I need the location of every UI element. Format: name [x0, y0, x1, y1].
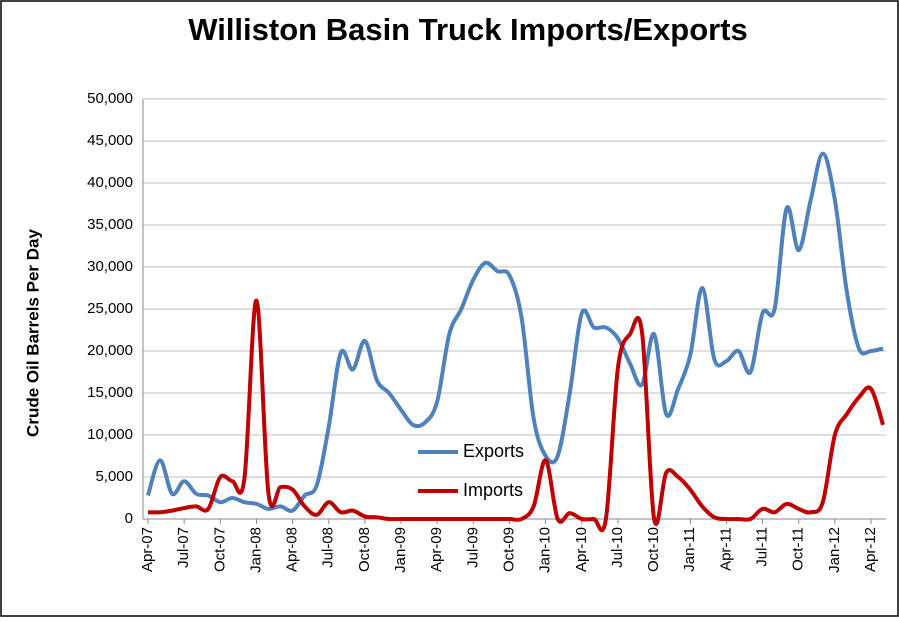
y-tick-label: 50,000	[87, 90, 133, 107]
x-tick-label: Apr-07	[139, 527, 156, 572]
x-tick-label: Jul-09	[464, 527, 481, 568]
y-tick-label: 45,000	[87, 132, 133, 149]
x-tick-label: Oct-08	[356, 527, 373, 572]
y-tick-label: 20,000	[87, 342, 133, 359]
y-tick-label: 30,000	[87, 258, 133, 275]
x-tick-label: Jan-12	[826, 527, 843, 573]
y-tick-label: 25,000	[87, 300, 133, 317]
x-tick-label: Jul-10	[609, 527, 626, 568]
y-tick-label: 10,000	[87, 426, 133, 443]
x-tick-label: Apr-11	[717, 527, 734, 571]
series-line	[147, 298, 885, 533]
x-tick-label: Jan-08	[247, 527, 264, 573]
y-tick-label: 0	[125, 510, 133, 527]
x-tick-label: Jan-10	[537, 527, 554, 573]
x-tick-label: Jul-11	[754, 527, 771, 567]
x-tick-label: Jul-08	[320, 527, 337, 568]
x-tick-label: Apr-10	[573, 527, 590, 572]
x-tick-label: Apr-12	[862, 527, 879, 572]
chart-title: Williston Basin Truck Imports/Exports	[188, 12, 748, 47]
x-tick-label: Apr-09	[428, 527, 445, 572]
legend-label: Exports	[463, 441, 524, 461]
x-tick-label: Jul-07	[175, 527, 192, 568]
x-tick-label: Oct-09	[500, 527, 517, 572]
series-line	[146, 151, 884, 513]
legend-label: Imports	[463, 480, 523, 500]
y-tick-label: 35,000	[87, 216, 133, 233]
x-tick-label: Oct-10	[645, 527, 662, 572]
x-tick-label: Jan-09	[392, 527, 409, 573]
y-tick-label: 15,000	[87, 384, 133, 401]
y-tick-label: 5,000	[95, 468, 133, 485]
x-tick-label: Oct-07	[211, 527, 228, 572]
y-axis-label: Crude Oil Barrels Per Day	[23, 229, 42, 437]
x-tick-label: Oct-11	[790, 527, 807, 571]
x-tick-label: Jan-11	[681, 527, 698, 572]
y-tick-label: 40,000	[87, 174, 133, 191]
x-tick-label: Apr-08	[284, 527, 301, 572]
